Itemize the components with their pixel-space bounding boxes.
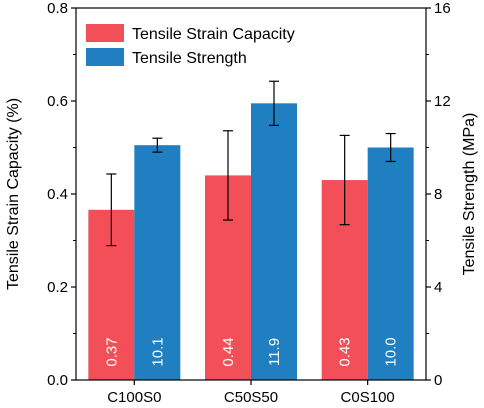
- y-tick-label-right: 8: [434, 186, 442, 203]
- y-tick-label-left: 0.4: [47, 186, 68, 203]
- y-axis-label-left: Tensile Strain Capacity (%): [5, 98, 22, 290]
- data-label-tensile-strain-capacity-c100s0: 0.37: [103, 337, 120, 366]
- y-tick-label-left: 0.8: [47, 0, 68, 17]
- error-bar-tensile-strain-capacity-c100s0: [106, 173, 117, 247]
- error-bar-tensile-strength-c100s0: [152, 137, 163, 153]
- error-bar-tensile-strain-capacity-c0s100: [339, 134, 350, 226]
- y-tick-label-right: 12: [434, 93, 451, 110]
- data-labels-layer: 0.37 10.1 0.44 11.9 0.43 10.0: [103, 337, 399, 366]
- legend-label-tensile-strength: Tensile Strength: [132, 50, 247, 67]
- x-tick-label-c0s100: C0S100: [341, 389, 395, 406]
- legend: Tensile Strain Capacity Tensile Strength: [86, 24, 295, 67]
- legend-swatch-tensile-strength: [86, 48, 124, 66]
- data-label-tensile-strength-c0s100: 10.0: [383, 337, 400, 366]
- ticks-layer: C100S0 C50S50 C0S100 0.0 0.2 0.4 0.6 0.8 0 4 8 12 16: [47, 0, 451, 406]
- data-label-tensile-strain-capacity-c50s50: 0.44: [220, 337, 237, 366]
- y-tick-label-right: 4: [434, 279, 442, 296]
- error-bar-tensile-strength-c50s50: [269, 80, 279, 127]
- bar-tensile-strength-c0s100: [367, 147, 414, 380]
- y-tick-label-left: 0.0: [47, 372, 68, 389]
- bar-tensile-strength-c100s0: [134, 145, 181, 380]
- y-tick-label-left: 0.6: [47, 93, 68, 110]
- data-label-tensile-strength-c50s50: 11.9: [266, 338, 283, 366]
- bar-tensile-strength-c50s50: [251, 103, 297, 380]
- y-tick-label-right: 16: [434, 0, 451, 17]
- bars-layer: [88, 103, 414, 380]
- error-bar-tensile-strain-capacity-c50s50: [223, 130, 233, 221]
- data-label-tensile-strength-c100s0: 10.1: [149, 337, 166, 366]
- y-tick-label-right: 0: [434, 372, 442, 389]
- data-label-tensile-strain-capacity-c0s100: 0.43: [337, 337, 354, 366]
- x-tick-label-c50s50: C50S50: [224, 389, 278, 406]
- error-bar-tensile-strength-c0s100: [385, 132, 396, 163]
- error-bars-layer: [106, 80, 396, 247]
- legend-label-tensile-strain-capacity: Tensile Strain Capacity: [132, 26, 295, 43]
- legend-swatch-tensile-strain-capacity: [86, 24, 124, 42]
- y-tick-label-left: 0.2: [47, 279, 68, 296]
- x-tick-label-c100s0: C100S0: [107, 389, 161, 406]
- y-axis-label-right: Tensile Strength (MPa): [461, 113, 478, 276]
